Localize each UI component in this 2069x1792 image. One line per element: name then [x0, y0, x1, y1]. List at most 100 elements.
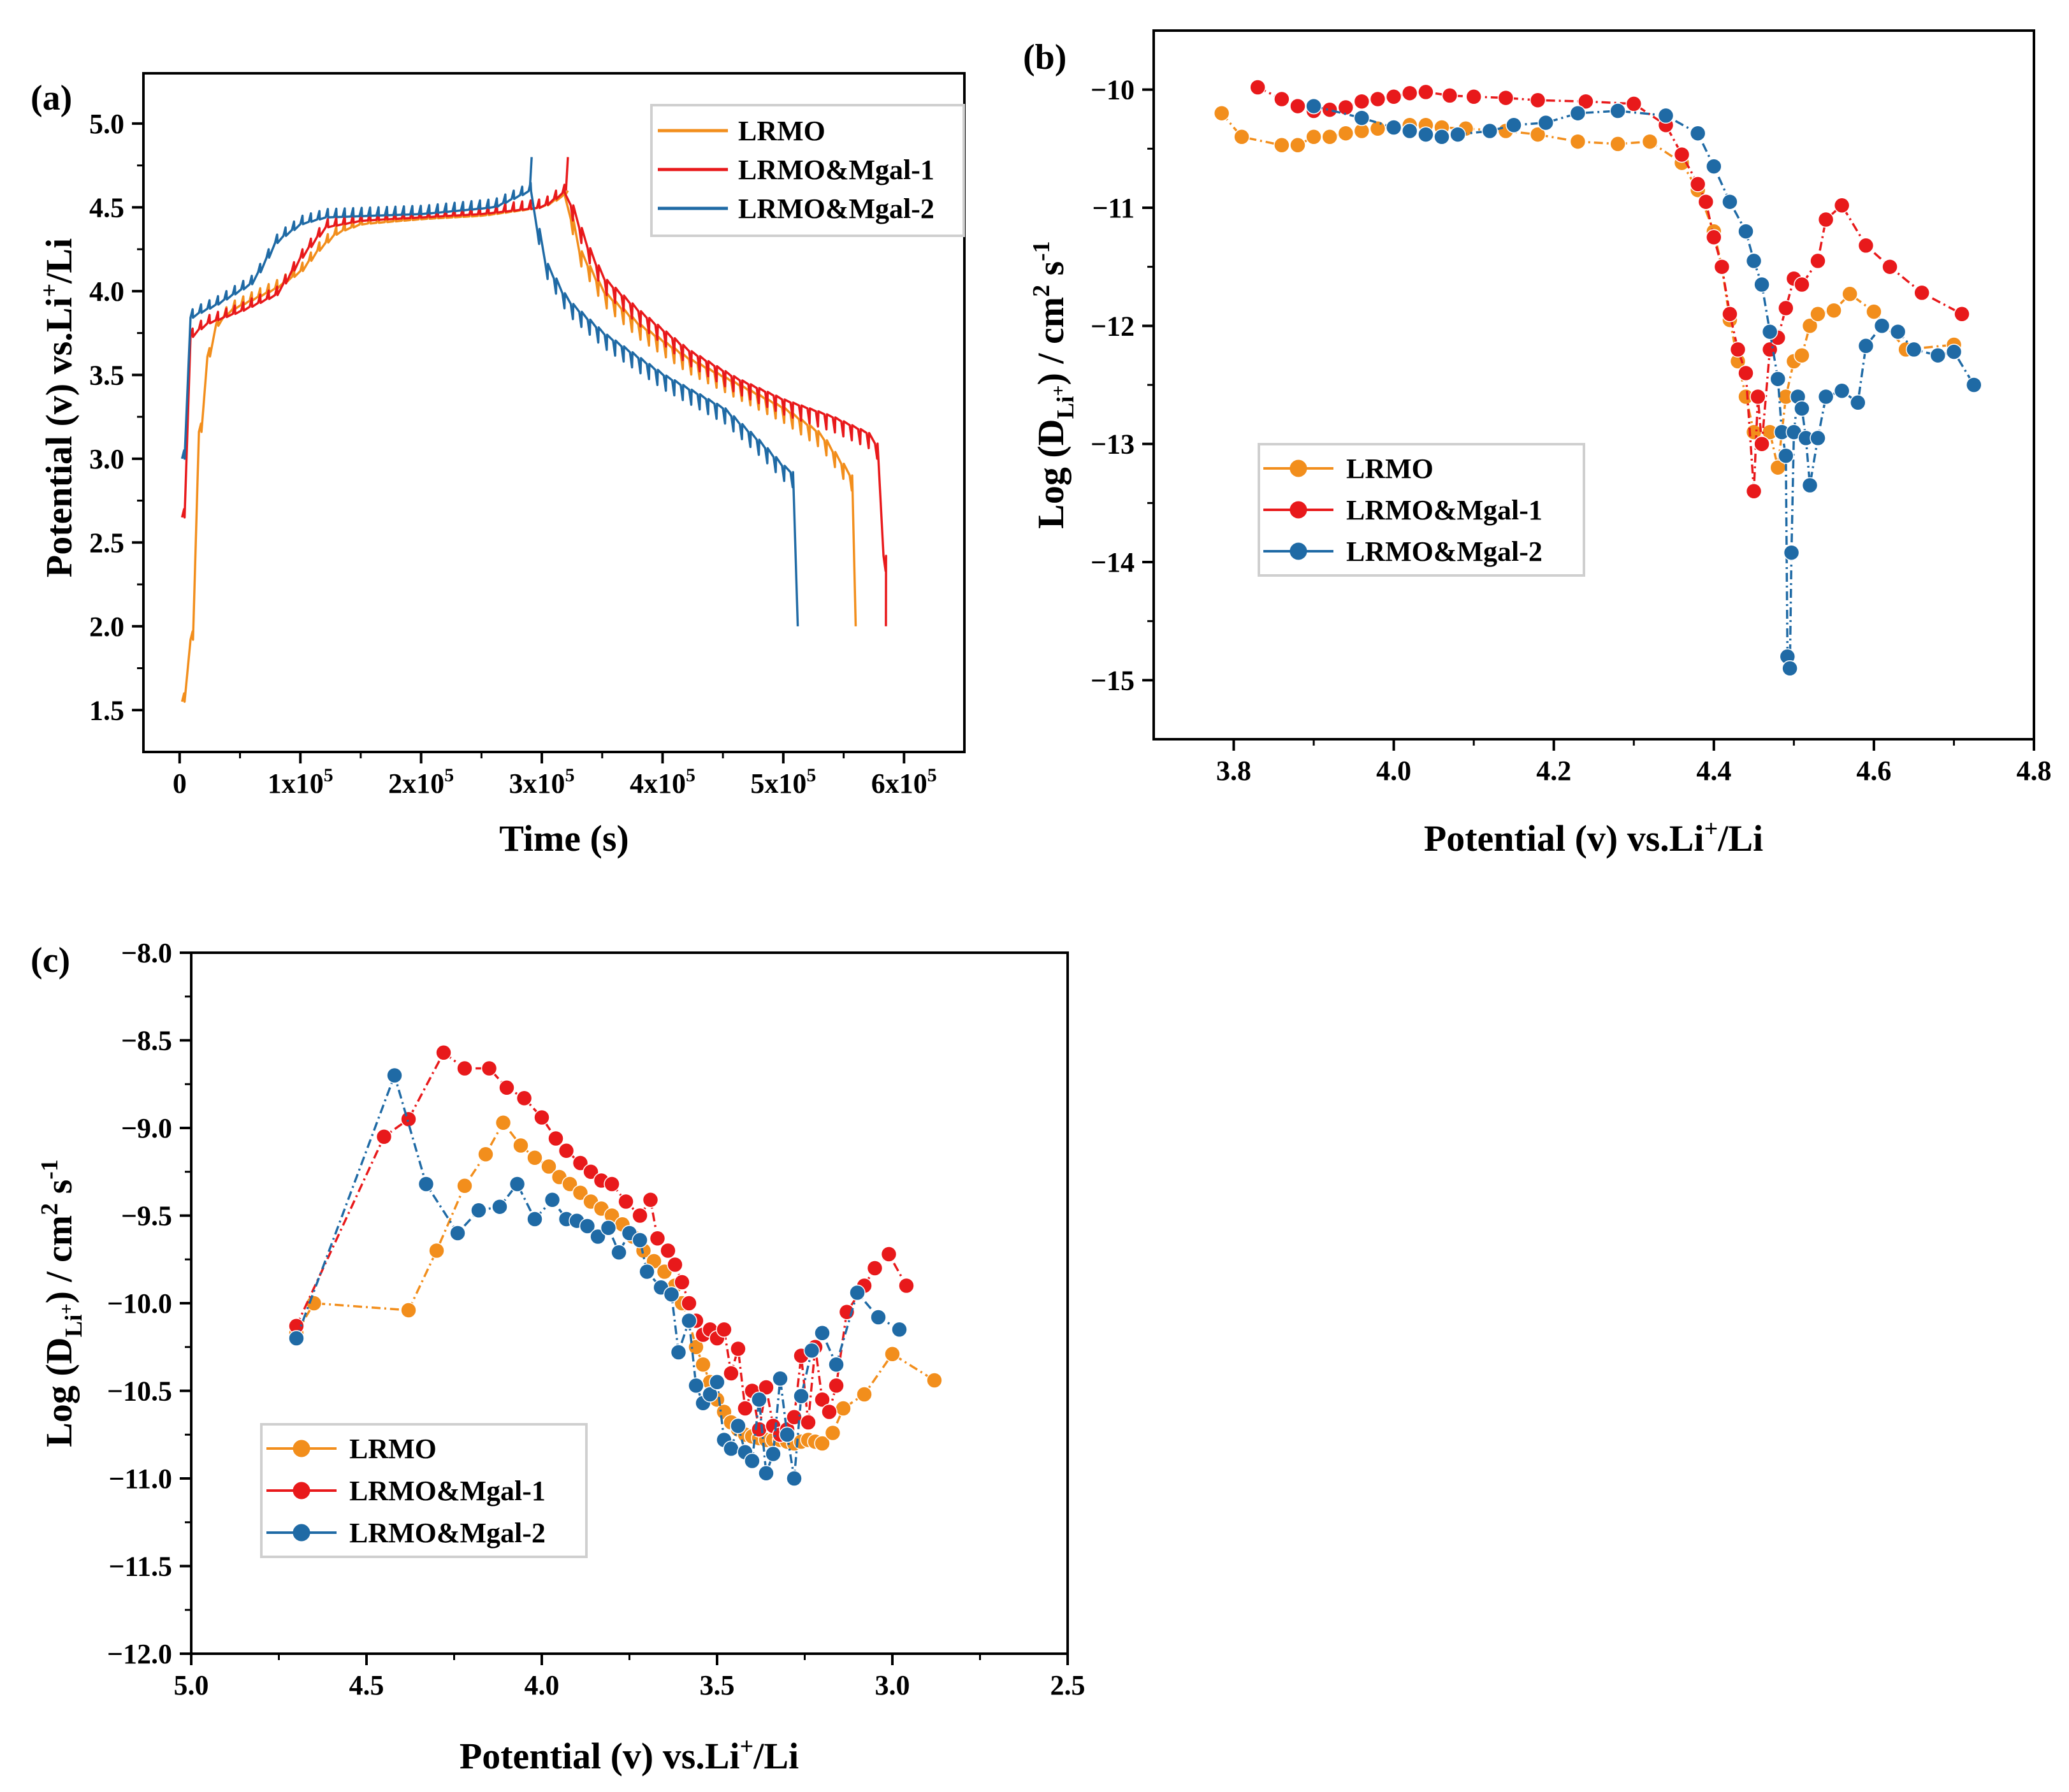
x-tick-base: 0	[173, 768, 187, 799]
data-point-lrmo-mgal-1	[1753, 435, 1770, 452]
data-point-lrmo	[1609, 136, 1626, 152]
panel-b-xlabel: Potential (v) vs.Li+/Li	[1424, 816, 1763, 859]
data-point-lrmo-mgal-2	[1889, 323, 1906, 340]
data-point-lrmo-mgal-2	[849, 1284, 866, 1301]
data-point-lrmo-mgal-2	[600, 1220, 617, 1236]
panel-b-ylabel-main: Log (D	[1030, 419, 1071, 528]
data-point-lrmo-mgal-1	[828, 1377, 845, 1394]
data-point-lrmo	[824, 1424, 841, 1442]
data-point-lrmo-mgal-1	[583, 1164, 599, 1180]
data-point-lrmo-mgal-2	[1745, 252, 1762, 270]
data-point-lrmo	[1529, 126, 1546, 143]
data-point-lrmo-mgal-1	[1465, 89, 1482, 105]
data-point-lrmo-mgal-2	[1353, 110, 1370, 126]
panel-b-legend: LRMO LRMO&Mgal-1 LRMO&Mgal-2	[1258, 443, 1585, 577]
data-point-lrmo-mgal-1	[1289, 98, 1306, 115]
data-point-lrmo-mgal-2	[1945, 343, 1963, 360]
legend-label-mgal1: LRMO&Mgal-1	[1346, 495, 1543, 526]
panel-b-ylabel-sub: Li	[1052, 396, 1079, 419]
data-point-lrmo-mgal-2	[793, 1388, 809, 1405]
data-point-lrmo	[1337, 125, 1354, 141]
data-point-lrmo-mgal-1	[632, 1207, 648, 1224]
data-point-lrmo-mgal-2	[1689, 125, 1706, 141]
data-point-lrmo	[1866, 303, 1882, 320]
data-point-lrmo-mgal-2	[1783, 544, 1800, 561]
data-point-lrmo-mgal-2	[1817, 388, 1834, 405]
data-point-lrmo	[1274, 137, 1290, 154]
y-tick-label: −12	[1091, 310, 1135, 342]
panel-c-ylabel-sup2: 2	[36, 1203, 63, 1215]
data-point-lrmo-mgal-1	[481, 1060, 498, 1077]
data-point-lrmo-mgal-2	[1305, 98, 1322, 115]
y-tick-label: −10.5	[107, 1376, 172, 1407]
data-point-lrmo-mgal-1	[667, 1256, 683, 1273]
y-tick-label: 1.5	[89, 695, 124, 726]
data-point-lrmo-mgal-1	[1817, 211, 1834, 228]
data-point-lrmo-mgal-2	[688, 1377, 704, 1394]
data-point-lrmo-mgal-1	[400, 1111, 417, 1127]
panel-c-ylabel-sup3: -1	[36, 1159, 63, 1180]
data-point-lrmo-mgal-2	[1857, 338, 1875, 354]
data-point-lrmo	[1801, 317, 1819, 335]
data-point-lrmo-mgal-1	[534, 1109, 550, 1126]
data-point-lrmo	[495, 1115, 512, 1131]
legend-label-mgal1: LRMO&Mgal-1	[349, 1475, 546, 1507]
data-point-lrmo-mgal-1	[800, 1414, 817, 1431]
x-tick-label: 4.5	[349, 1670, 384, 1701]
data-point-lrmo-mgal-1	[737, 1400, 753, 1417]
data-point-lrmo-mgal-1	[375, 1129, 393, 1145]
panel-b-ylabel-s: s	[1030, 261, 1071, 285]
data-point-lrmo-mgal-1	[880, 1246, 897, 1262]
data-point-lrmo-mgal-2	[730, 1417, 746, 1434]
data-point-lrmo-mgal-1	[1738, 365, 1754, 382]
data-point-lrmo	[400, 1302, 417, 1319]
data-point-lrmo-mgal-1	[1401, 85, 1418, 101]
panel-a-frame	[142, 72, 966, 753]
data-point-lrmo-mgal-2	[709, 1374, 725, 1391]
data-point-lrmo	[1810, 306, 1826, 322]
data-point-lrmo-mgal-1	[1810, 252, 1826, 270]
panel-b-series	[1213, 79, 1982, 677]
data-point-lrmo	[1841, 285, 1858, 303]
data-point-lrmo-mgal-2	[779, 1426, 795, 1443]
panel-a-legend: LRMO LRMO&Mgal-1 LRMO&Mgal-2	[650, 104, 965, 237]
panel-b: (b) 3.8 4.0 4.2 4.4 4.6 4.8 −15 −14 −13 −12 −11 −10…	[1023, 29, 2052, 859]
data-point-lrmo-mgal-1	[1729, 341, 1746, 358]
legend-label-mgal2: LRMO&Mgal-2	[349, 1517, 546, 1549]
data-point-lrmo	[1794, 347, 1810, 364]
legend-marker-mgal2	[293, 1524, 310, 1542]
data-point-lrmo-mgal-1	[716, 1321, 732, 1338]
data-point-lrmo-mgal-1	[1418, 83, 1434, 101]
data-point-lrmo-mgal-1	[618, 1193, 634, 1210]
data-point-lrmo-mgal-2	[663, 1286, 680, 1303]
panel-a-ylabel-tail: /Li	[38, 238, 80, 284]
y-tick-label: −9.0	[121, 1113, 172, 1144]
data-point-lrmo-mgal-2	[632, 1232, 648, 1248]
y-tick-label: −13	[1091, 429, 1135, 460]
data-point-lrmo-mgal-1	[681, 1295, 697, 1311]
data-point-lrmo-mgal-2	[751, 1391, 767, 1408]
x-tick-label: 0	[173, 768, 187, 799]
data-point-lrmo-mgal-2	[1778, 447, 1794, 464]
data-point-lrmo-mgal-2	[1782, 660, 1798, 677]
panel-c-ylabel-mid: ) / cm	[38, 1215, 80, 1304]
data-point-lrmo-mgal-1	[866, 1260, 883, 1276]
data-point-lrmo-mgal-1	[821, 1403, 838, 1420]
panel-b-xlabel-main: Potential (v) vs.Li	[1424, 818, 1704, 859]
data-point-lrmo-mgal-1	[751, 1421, 767, 1438]
panel-c-ylabel-s: s	[38, 1180, 80, 1203]
panel-b-xlabel-sup: +	[1704, 816, 1718, 842]
data-point-lrmo	[1569, 133, 1586, 150]
x-tick-base: 4x10	[630, 768, 686, 799]
data-point-lrmo-mgal-1	[1882, 258, 1898, 275]
y-tick-label: 3.5	[89, 359, 124, 391]
data-point-lrmo-mgal-1	[1722, 306, 1738, 322]
data-point-lrmo	[1213, 105, 1230, 122]
data-point-lrmo-mgal-2	[1738, 223, 1754, 240]
data-point-lrmo	[814, 1435, 831, 1452]
legend-marker-mgal1	[293, 1482, 310, 1499]
data-point-lrmo-mgal-1	[548, 1130, 564, 1147]
data-point-lrmo-mgal-2	[1537, 114, 1554, 131]
data-point-lrmo-mgal-1	[1497, 89, 1514, 106]
data-point-lrmo	[428, 1242, 445, 1259]
